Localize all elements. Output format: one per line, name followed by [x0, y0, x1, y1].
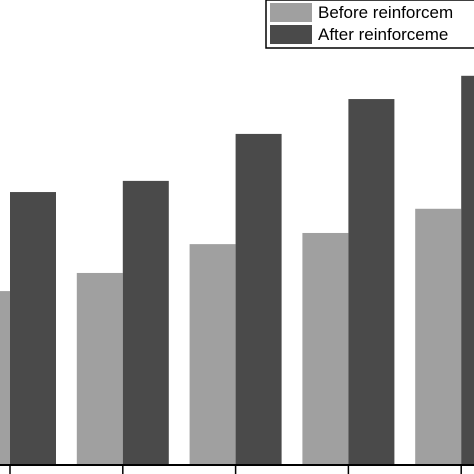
- bar: [461, 75, 474, 466]
- bar: [235, 133, 282, 466]
- bar: [76, 272, 123, 465]
- bar: [189, 244, 236, 465]
- bar: [302, 232, 349, 465]
- bar: [10, 192, 56, 466]
- legend-swatch: [270, 3, 312, 22]
- bar: [122, 180, 169, 465]
- bar: [415, 208, 462, 465]
- legend-swatch: [270, 25, 312, 44]
- legend-label: Before reinforcem: [318, 3, 453, 22]
- bar: [348, 99, 395, 466]
- bar: [0, 291, 10, 465]
- legend-label: After reinforceme: [318, 25, 448, 44]
